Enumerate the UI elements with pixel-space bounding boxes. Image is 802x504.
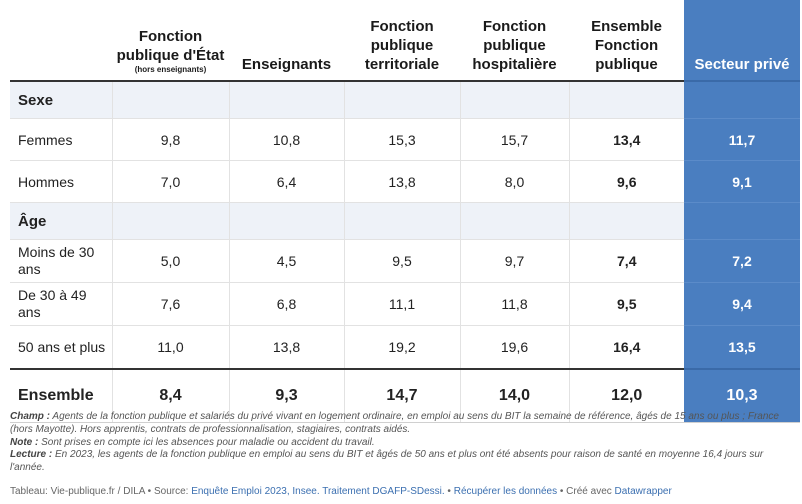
section-row-sexe: Sexe: [10, 81, 800, 119]
cell-value: 9,5: [343, 239, 460, 283]
cell-value: 9,8: [111, 118, 229, 161]
cell-value: 13,8: [228, 325, 344, 370]
cell-value: 13,4: [568, 118, 684, 161]
empty-cell: [228, 81, 344, 119]
cell-value: 9,6: [568, 160, 684, 203]
total-value: 12,0: [568, 368, 684, 423]
credit-sep: •: [444, 486, 454, 497]
total-value: 8,4: [111, 368, 229, 423]
champ-text: Agents de la fonction publique et salari…: [10, 411, 779, 435]
empty-cell: [684, 202, 800, 240]
table-notes: Champ : Agents de la fonction publique e…: [10, 411, 790, 475]
section-label-age: Âge: [10, 202, 112, 240]
row-label: Moins de 30 ans: [10, 239, 112, 283]
empty-cell: [684, 81, 800, 119]
table-row-ensemble: Ensemble 8,4 9,3 14,7 14,0 12,0 10,3: [10, 368, 800, 423]
total-value: 10,3: [684, 368, 800, 423]
empty-cell: [459, 202, 569, 240]
cell-value: 11,1: [343, 282, 460, 326]
absence-table: Fonction publique d'État (hors enseignant…: [10, 0, 800, 423]
total-value: 9,3: [228, 368, 344, 423]
download-data-link[interactable]: Récupérer les données: [453, 486, 558, 497]
source-link[interactable]: Enquête Emploi 2023, Insee. Traitement D…: [191, 486, 445, 497]
total-value: 14,7: [343, 368, 460, 423]
lecture-label: Lecture :: [10, 449, 53, 461]
cell-value: 10,8: [228, 118, 344, 161]
cell-value: 6,8: [228, 282, 344, 326]
cell-value: 6,4: [228, 160, 344, 203]
cell-value: 9,5: [568, 282, 684, 326]
cell-value: 19,6: [459, 325, 569, 370]
empty-cell: [343, 202, 460, 240]
header-fpe-label: Fonction publique d'État: [116, 28, 225, 64]
cell-value: 8,0: [459, 160, 569, 203]
cell-value: 4,5: [228, 239, 344, 283]
datawrapper-link[interactable]: Datawrapper: [614, 486, 672, 497]
table-row-hommes: Hommes 7,0 6,4 13,8 8,0 9,6 9,1: [10, 160, 800, 203]
cell-value: 11,8: [459, 282, 569, 326]
total-value: 14,0: [459, 368, 569, 423]
cell-value: 7,4: [568, 239, 684, 283]
section-row-age: Âge: [10, 202, 800, 240]
cell-value: 5,0: [111, 239, 229, 283]
cell-value: 11,0: [111, 325, 229, 370]
cell-value: 7,6: [111, 282, 229, 326]
cell-value: 16,4: [568, 325, 684, 370]
header-enseignants: Enseignants: [229, 0, 344, 82]
credit-prefix: Tableau: Vie-publique.fr / DILA • Source…: [10, 486, 192, 497]
empty-cell: [228, 202, 344, 240]
empty-cell: [568, 81, 684, 119]
cell-value: 7,2: [684, 239, 800, 283]
header-fpe-sub: (hors enseignants): [134, 65, 207, 74]
header-row: Fonction publique d'État (hors enseignant…: [10, 0, 800, 82]
cell-value: 11,7: [684, 118, 800, 161]
header-secteur-prive: Secteur privé: [684, 0, 800, 82]
empty-cell: [111, 202, 229, 240]
header-empty: [10, 0, 112, 82]
header-fph: Fonction publique hospitalière: [460, 0, 569, 82]
cell-value: 15,3: [343, 118, 460, 161]
cell-value: 15,7: [459, 118, 569, 161]
cell-value: 9,4: [684, 282, 800, 326]
table-row-30-49: De 30 à 49 ans 7,6 6,8 11,1 11,8 9,5 9,4: [10, 282, 800, 326]
header-fpt: Fonction publique territoriale: [344, 0, 460, 82]
cell-value: 9,7: [459, 239, 569, 283]
cell-value: 19,2: [343, 325, 460, 370]
row-label: 50 ans et plus: [10, 325, 112, 370]
header-fpe: Fonction publique d'État (hors enseignant…: [112, 0, 229, 82]
cell-value: 13,5: [684, 325, 800, 370]
empty-cell: [111, 81, 229, 119]
credit-sep: • Créé avec: [557, 486, 615, 497]
table-row-femmes: Femmes 9,8 10,8 15,3 15,7 13,4 11,7: [10, 118, 800, 161]
cell-value: 7,0: [111, 160, 229, 203]
cell-value: 9,1: [684, 160, 800, 203]
table-row-moins-30: Moins de 30 ans 5,0 4,5 9,5 9,7 7,4 7,2: [10, 239, 800, 283]
row-label-total: Ensemble: [10, 368, 112, 423]
empty-cell: [568, 202, 684, 240]
note-label: Note :: [10, 436, 39, 448]
empty-cell: [459, 81, 569, 119]
cell-value: 13,8: [343, 160, 460, 203]
row-label: De 30 à 49 ans: [10, 282, 112, 326]
note-text: Sont prises en compte ici les absences p…: [38, 436, 375, 448]
header-ensemble-fp: Ensemble Fonction publique: [569, 0, 684, 82]
credit-line: Tableau: Vie-publique.fr / DILA • Source…: [10, 486, 790, 497]
champ-label: Champ :: [10, 411, 50, 422]
row-label: Hommes: [10, 160, 112, 203]
row-label: Femmes: [10, 118, 112, 161]
table-row-50-plus: 50 ans et plus 11,0 13,8 19,2 19,6 16,4 …: [10, 325, 800, 370]
section-label-sexe: Sexe: [10, 81, 112, 119]
empty-cell: [343, 81, 460, 119]
lecture-text: En 2023, les agents de la fonction publi…: [10, 449, 764, 474]
